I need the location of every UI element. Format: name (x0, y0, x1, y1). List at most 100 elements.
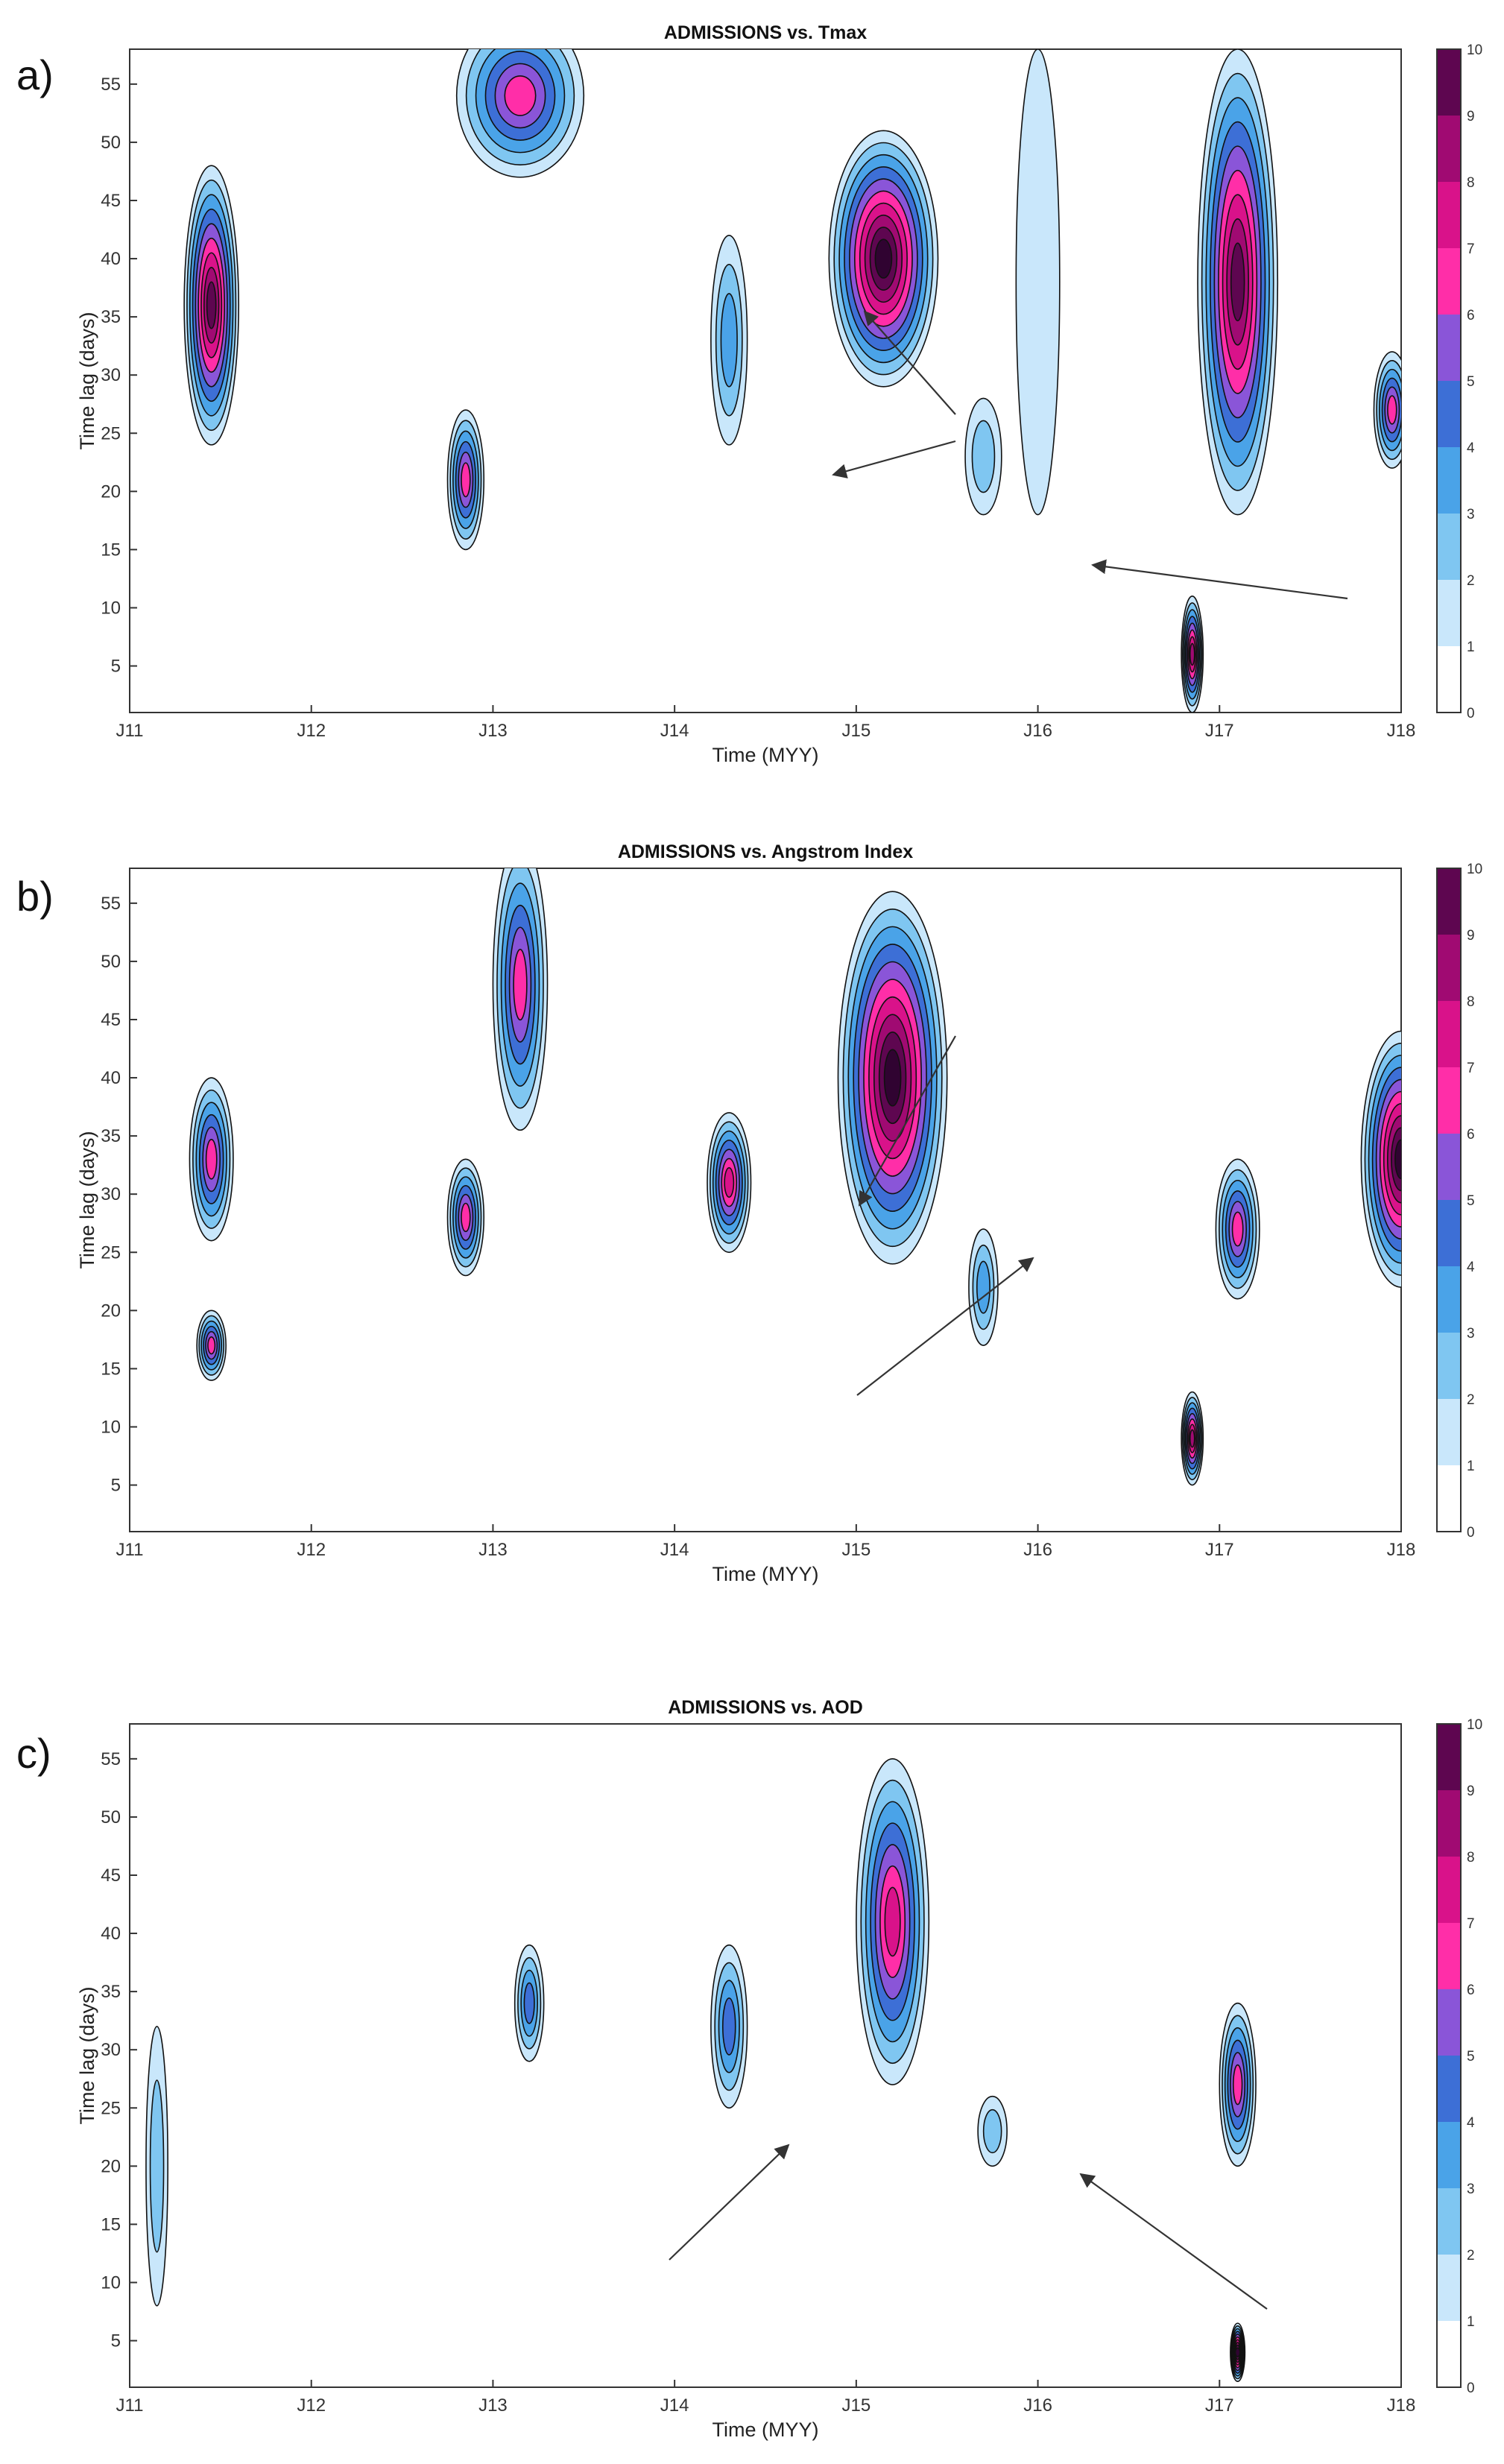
annotation-arrow (863, 310, 956, 415)
colorbar-tick-label: 3 (1467, 2182, 1475, 2197)
contour-level-6 (1232, 2064, 1243, 2106)
panel-label: a) (16, 51, 54, 98)
colorbar-segment (1437, 1333, 1461, 1399)
y-tick-label: 20 (101, 481, 121, 502)
y-tick-label: 15 (101, 540, 121, 560)
panel-b-angstrom: b) ADMISSIONS vs. Angstrom Index J11 J12 J13… (16, 841, 1482, 1585)
colorbar-tick-label: 2 (1467, 573, 1475, 589)
y-tick-label: 50 (101, 133, 121, 153)
colorbar-segment (1437, 315, 1461, 381)
x-tick-label: J13 (478, 2395, 508, 2416)
contour-level-6 (513, 949, 528, 1021)
colorbar-tick-label: 2 (1467, 2248, 1475, 2264)
colorbar-tick-label: 9 (1467, 1784, 1475, 1799)
y-tick-label: 10 (101, 2272, 121, 2293)
colorbar-tick-label: 1 (1467, 639, 1475, 655)
contour-layer (183, 49, 1401, 713)
hotspot-6 (968, 1228, 999, 1346)
hotspot-1 (196, 1310, 227, 1381)
colorbar-segment (1437, 1001, 1461, 1067)
colorbar-tick-label: 4 (1467, 440, 1475, 456)
x-tick-label: J14 (660, 2395, 689, 2416)
y-tick-label: 40 (101, 1068, 121, 1088)
hotspot-7 (1181, 1391, 1204, 1486)
hotspot-0 (145, 2026, 168, 2307)
colorbar-tick-label: 7 (1467, 241, 1475, 257)
colorbar-tick-label: 8 (1467, 175, 1475, 191)
contour-level-4 (523, 1982, 535, 2024)
y-tick-label: 55 (101, 894, 121, 914)
annotation-arrow (856, 1257, 1034, 1396)
y-tick-label: 45 (101, 1866, 121, 1886)
annotation-arrow (1079, 2173, 1268, 2310)
colorbar-tick-label: 9 (1467, 109, 1475, 124)
colorbar-segment (1437, 49, 1461, 116)
y-tick-label: 50 (101, 1807, 121, 1828)
colorbar-tick-label: 0 (1467, 2381, 1475, 2396)
y-tick-label: 30 (101, 365, 121, 385)
x-tick-label: J12 (297, 1540, 326, 1560)
contour-level-6 (205, 1139, 218, 1180)
annotation-arrow (859, 1035, 956, 1207)
contour-level-8 (1189, 1429, 1195, 1448)
contour-level-1 (1015, 49, 1061, 516)
contour-level-10 (883, 1049, 902, 1107)
hotspot-6 (1230, 2322, 1246, 2382)
colorbar-segment (1437, 1923, 1461, 1989)
colorbar-tick-label: 6 (1467, 308, 1475, 323)
y-tick-label: 40 (101, 1924, 121, 1944)
y-tick-label: 5 (111, 2331, 121, 2351)
colorbar-segment (1437, 935, 1461, 1001)
contour-level-3 (976, 1260, 990, 1314)
y-tick-label: 35 (101, 1982, 121, 2002)
colorbar-tick-label: 3 (1467, 507, 1475, 522)
hotspot-4 (828, 130, 939, 388)
x-tick-label: J11 (116, 721, 144, 741)
x-axis-label: Time (MYY) (712, 2419, 819, 2441)
colorbar-segment (1437, 646, 1461, 713)
x-tick-label: J13 (478, 721, 508, 741)
colorbar-tick-label: 5 (1467, 374, 1475, 390)
y-tick-label: 25 (101, 423, 121, 443)
colorbar-tick-label: 8 (1467, 1850, 1475, 1866)
hotspot-4 (977, 2095, 1008, 2167)
y-tick-label: 25 (101, 1242, 121, 1263)
contour-level-7 (724, 1167, 735, 1198)
x-tick-label: J17 (1205, 1540, 1234, 1560)
y-tick-label: 5 (111, 1476, 121, 1496)
colorbar-frame (1436, 868, 1462, 1532)
plot-area (129, 868, 1402, 1532)
colorbar-tick-label: 8 (1467, 994, 1475, 1010)
x-tick-label: J17 (1205, 721, 1234, 741)
colorbar-tick-label: 6 (1467, 1983, 1475, 1998)
hotspot-3 (710, 235, 748, 446)
colorbar-tick-label: 9 (1467, 928, 1475, 944)
panel-label: b) (16, 873, 54, 920)
colorbar-segment (1437, 447, 1461, 514)
contour-level-6 (504, 75, 537, 116)
y-axis-label: Time lag (days) (76, 312, 98, 449)
hotspot-6 (1015, 49, 1061, 516)
hotspot-7 (1181, 596, 1204, 713)
contour-level-3 (720, 293, 738, 388)
hotspot-1 (446, 409, 485, 551)
hotspot-5 (964, 397, 1002, 516)
y-tick-label: 35 (101, 1126, 121, 1146)
contour-layer (145, 1758, 1257, 2382)
colorbar-segment (1437, 2056, 1461, 2122)
hotspot-9 (1360, 1030, 1401, 1288)
y-tick-label: 15 (101, 2214, 121, 2234)
colorbar-frame (1436, 48, 1462, 713)
hotspot-8 (1197, 49, 1279, 516)
contour-level-7 (884, 1886, 901, 1957)
hotspot-0 (183, 165, 240, 446)
contour-level-4 (721, 1997, 736, 2056)
contour-level-6 (461, 462, 471, 498)
colorbar-segment (1437, 1399, 1461, 1465)
panel-a-tmax: a) ADMISSIONS vs. Tmax J11 J12 J13 J14 J15 J16 J… (16, 22, 1482, 766)
hotspot-0 (189, 1077, 234, 1242)
colorbar: 0 1 2 3 4 5 6 7 8 9 10 (1436, 862, 1482, 1541)
y-tick-label: 45 (101, 1010, 121, 1030)
colorbar-segment (1437, 868, 1461, 935)
chart-title: ADMISSIONS vs. Angstrom Index (618, 841, 913, 862)
